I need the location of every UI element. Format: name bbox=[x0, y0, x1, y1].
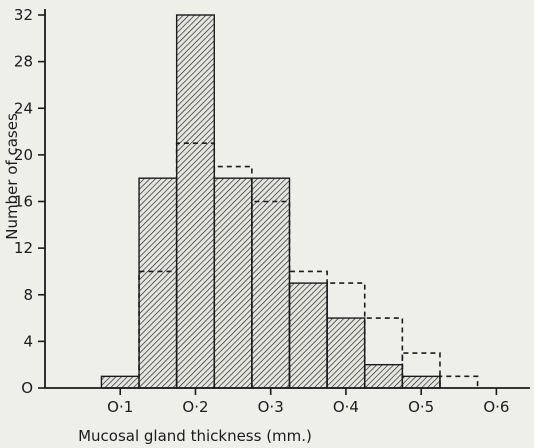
x-axis-title: Mucosal gland thickness (mm.) bbox=[78, 427, 312, 445]
dashed-step-bin bbox=[401, 352, 441, 388]
y-tick-label: 16 bbox=[14, 193, 33, 211]
dashed-step-bin bbox=[138, 270, 178, 388]
histogram-bar bbox=[175, 14, 215, 389]
dashed-step-bin bbox=[175, 142, 216, 388]
histogram-bar bbox=[288, 282, 328, 389]
y-tick-label: 28 bbox=[14, 53, 33, 71]
dashed-step-bin bbox=[288, 270, 328, 388]
x-tick-label: O·5 bbox=[408, 398, 434, 416]
y-tick-label: O bbox=[21, 379, 33, 397]
x-tick-label: O·3 bbox=[258, 398, 284, 416]
histogram-bar bbox=[364, 363, 404, 389]
y-tick-label: 32 bbox=[14, 6, 33, 24]
x-tick-label: O·4 bbox=[333, 398, 359, 416]
histogram-bar bbox=[251, 177, 291, 389]
hatched-bars bbox=[100, 14, 441, 389]
dashed-step-series bbox=[138, 142, 479, 388]
dashed-step-bin bbox=[439, 375, 479, 388]
y-axis-ticks: O 4 8 12 16 20 24 28 32 bbox=[14, 6, 45, 397]
y-tick-label: 20 bbox=[14, 146, 33, 164]
y-tick-label: 12 bbox=[14, 239, 33, 257]
histogram-bar bbox=[213, 177, 253, 389]
histogram-bar bbox=[138, 177, 178, 389]
histogram-bar bbox=[326, 317, 366, 389]
y-tick-label: 4 bbox=[23, 332, 33, 350]
x-tick-label: O·1 bbox=[107, 398, 133, 416]
y-axis-title: Number of cases bbox=[3, 113, 21, 240]
histogram-bar bbox=[100, 375, 140, 389]
y-tick-label: 8 bbox=[23, 286, 33, 304]
x-tick-label: O·6 bbox=[483, 398, 509, 416]
x-tick-label: O·2 bbox=[182, 398, 208, 416]
histogram-bar bbox=[401, 375, 441, 389]
x-axis-ticks: O·1 O·2 O·3 O·4 O·5 O·6 bbox=[107, 388, 509, 416]
y-tick-label: 24 bbox=[14, 99, 33, 117]
